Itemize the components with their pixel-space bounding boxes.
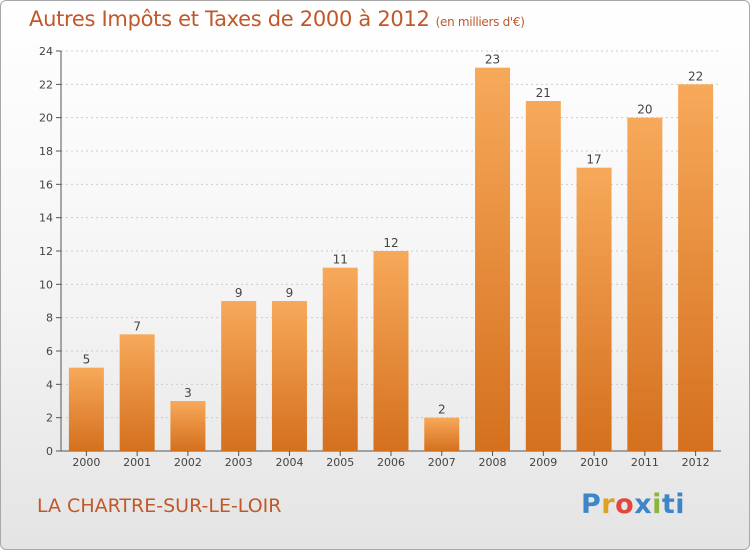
data-label: 23 — [485, 53, 500, 67]
bar — [424, 417, 460, 451]
x-tick-label: 2012 — [682, 456, 710, 469]
logo-letter: i — [652, 489, 662, 520]
chart-subtitle: (en milliers d'€) — [435, 15, 525, 29]
x-tick-label: 2007 — [428, 456, 456, 469]
bar — [475, 67, 511, 452]
logo-letter: P — [581, 489, 602, 520]
x-tick-label: 2005 — [326, 456, 354, 469]
data-label: 12 — [383, 236, 398, 250]
data-label: 7 — [133, 319, 141, 333]
data-label: 17 — [586, 153, 601, 167]
y-tick-label: 0 — [46, 445, 53, 458]
y-tick-label: 6 — [46, 345, 53, 358]
x-tick-label: 2003 — [225, 456, 253, 469]
y-tick-label: 20 — [39, 112, 53, 125]
y-tick-label: 24 — [39, 45, 53, 58]
y-tick-label: 12 — [39, 245, 53, 258]
y-tick-label: 18 — [39, 145, 53, 158]
data-label: 11 — [333, 253, 348, 267]
logo-letter: r — [601, 489, 616, 520]
logo-letter: ti — [661, 489, 686, 520]
bar — [627, 117, 663, 452]
x-tick-label: 2004 — [275, 456, 303, 469]
bar — [119, 334, 155, 451]
proxiti-logo: Proxiti — [581, 489, 685, 520]
data-label: 9 — [286, 286, 294, 300]
data-label: 9 — [235, 286, 243, 300]
bar — [170, 401, 206, 451]
chart-title: Autres Impôts et Taxes de 2000 à 2012 (en… — [29, 7, 525, 31]
x-tick-label: 2002 — [174, 456, 202, 469]
y-tick-label: 16 — [39, 178, 53, 191]
bar — [221, 301, 257, 451]
bar — [373, 251, 409, 451]
data-label: 3 — [184, 386, 192, 400]
y-tick-label: 2 — [46, 412, 53, 425]
y-tick-label: 8 — [46, 312, 53, 325]
data-label: 20 — [637, 103, 652, 117]
y-tick-label: 10 — [39, 278, 53, 291]
bar — [525, 101, 561, 451]
data-label: 22 — [688, 69, 703, 83]
bar — [271, 301, 307, 451]
data-label: 21 — [536, 86, 551, 100]
y-tick-label: 22 — [39, 78, 53, 91]
x-tick-label: 2006 — [377, 456, 405, 469]
commune-name: LA CHARTRE-SUR-LE-LOIR — [37, 495, 282, 517]
bar — [322, 267, 358, 451]
y-tick-label: 4 — [46, 378, 53, 391]
x-tick-label: 2000 — [72, 456, 100, 469]
logo-letter: x — [634, 489, 653, 520]
logo-letter: o — [615, 489, 635, 520]
x-tick-label: 2001 — [123, 456, 151, 469]
y-tick-label: 14 — [39, 212, 53, 225]
x-tick-label: 2009 — [529, 456, 557, 469]
bar — [678, 84, 714, 451]
data-label: 5 — [83, 353, 91, 367]
x-tick-label: 2008 — [479, 456, 507, 469]
data-label: 2 — [438, 403, 446, 417]
x-tick-label: 2010 — [580, 456, 608, 469]
x-tick-label: 2011 — [631, 456, 659, 469]
bar — [68, 367, 104, 451]
bar — [576, 167, 612, 451]
chart-title-text: Autres Impôts et Taxes de 2000 à 2012 — [29, 7, 430, 31]
